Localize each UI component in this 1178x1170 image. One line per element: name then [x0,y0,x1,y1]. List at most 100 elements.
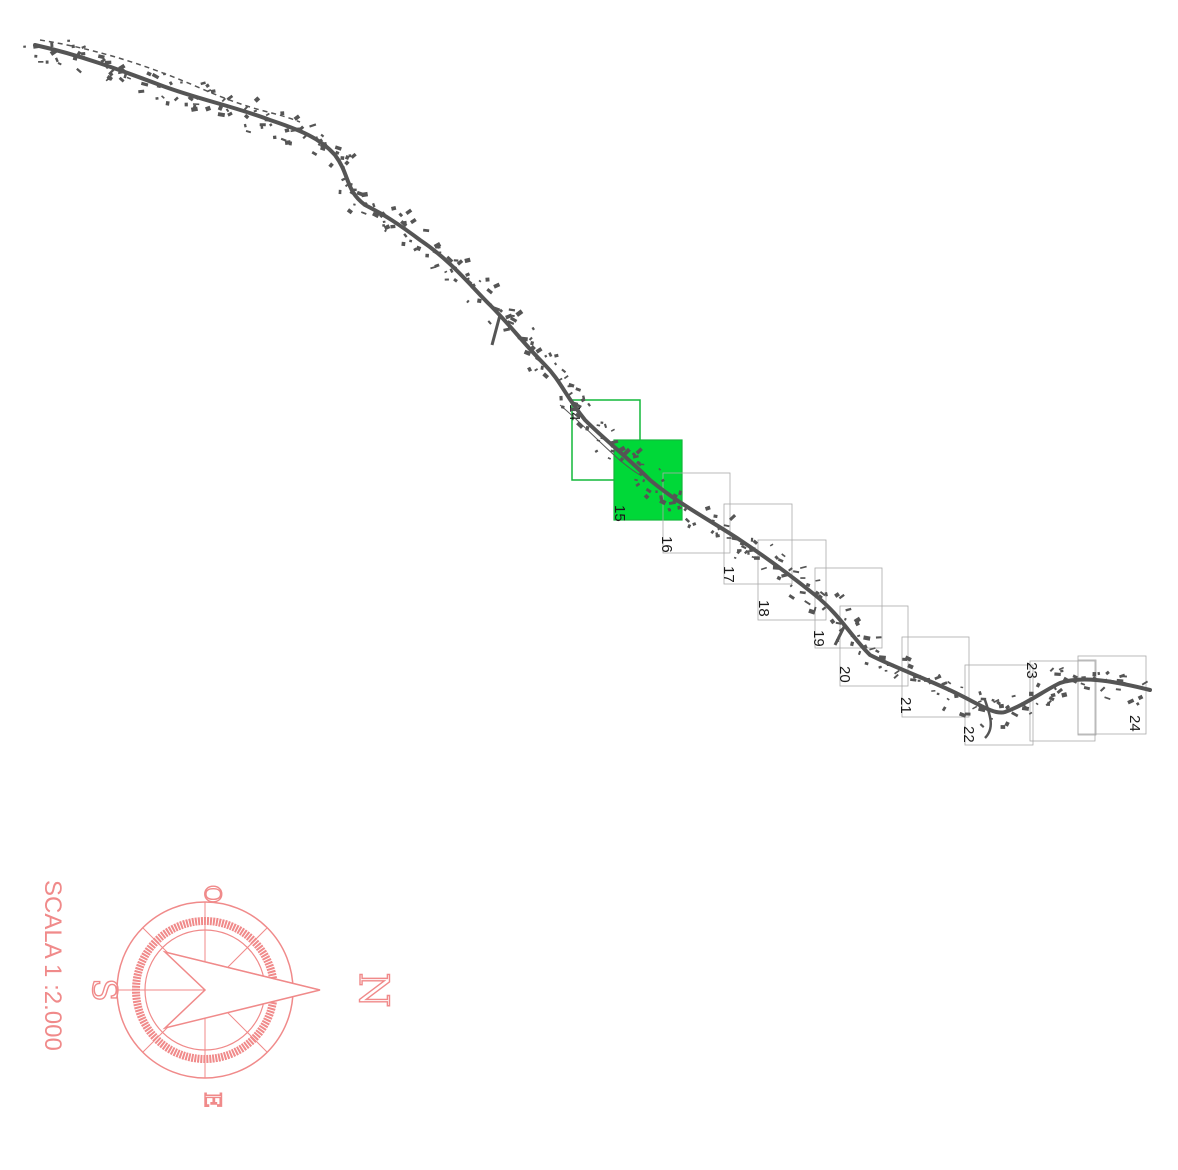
building-fragment [570,408,576,412]
building-fragment [1015,704,1021,709]
building-fragment [527,366,533,373]
building-fragment [161,95,165,99]
building-fragment [516,334,521,340]
building-fragment [750,537,754,542]
building-fragment [344,182,351,188]
building-fragment [571,402,577,407]
building-fragment [253,96,261,103]
building-fragment [1028,711,1033,715]
building-fragment [503,327,511,332]
sheet-frame-18[interactable] [757,539,827,621]
building-fragment [568,382,575,388]
building-fragment [788,567,793,572]
building-fragment [360,211,367,215]
building-fragment [357,191,361,195]
building-fragment [320,133,325,138]
compass-east-label: E [199,1092,224,1108]
building-fragment [834,592,841,598]
building-fragment [660,478,665,483]
building-fragment [610,428,615,432]
building-fragment [610,449,615,453]
sheet-label-19: 19 [810,630,827,647]
building-fragment [576,421,584,429]
building-fragment [544,354,548,358]
building-fragment [819,591,826,597]
building-fragment [151,72,160,80]
building-fragment [893,673,899,679]
building-fragment [658,467,662,471]
building-fragment [245,130,252,134]
building-fragment [173,96,179,102]
building-fragment [511,314,515,318]
building-fragment [119,66,124,70]
building-fragment [838,593,845,600]
building-fragment [280,137,287,142]
building-fragment [817,594,823,600]
building-fragment [760,566,768,571]
building-fragment [492,306,501,312]
building-fragment [710,529,715,535]
building-fragment [205,83,210,88]
side-road [983,699,992,739]
building-fragment [934,674,942,681]
building-fragment [964,712,971,716]
building-fragment [864,661,869,666]
compass-axis [164,951,321,991]
building-fragment [309,123,317,128]
building-fragment [76,67,82,74]
building-fragment [1004,721,1010,727]
building-fragment [838,626,846,632]
building-fragment [1049,667,1055,673]
sheet-frame-21[interactable] [901,636,970,718]
building-fragment [560,405,565,409]
building-fragment [1092,676,1100,683]
building-fragment [521,336,528,342]
building-fragment [390,224,396,229]
building-fragment [168,81,173,86]
sheet-label-16: 16 [658,536,675,553]
building-fragment [1127,698,1135,705]
building-fragment [288,141,293,146]
building-fragment [280,111,285,116]
building-fragment [403,233,408,238]
building-fragment [253,109,258,113]
building-fragment [904,655,912,662]
building-fragment [1072,678,1078,684]
building-fragment [382,224,386,227]
building-fragment [192,104,197,110]
building-fragment [433,241,442,249]
building-fragment [736,549,742,555]
building-fragment [789,584,793,588]
building-fragment [996,700,1002,706]
building-fragment [350,152,357,159]
side-road [490,314,502,346]
building-fragment [200,81,206,86]
building-fragment [799,565,807,569]
building-fragment [515,309,524,317]
building-fragment [1058,666,1065,671]
building-fragment [967,698,971,702]
building-fragment [469,283,476,289]
sheet-label-22: 22 [960,726,977,743]
building-fragment [1056,687,1064,695]
building-fragment [1119,679,1123,683]
building-fragment [857,650,862,656]
building-fragment [927,679,932,685]
building-fragment [886,663,894,667]
building-fragment [76,50,82,56]
building-fragment [821,606,827,611]
sheet-frame-16[interactable] [662,472,731,554]
building-fragment [334,145,342,151]
building-fragment [535,347,543,354]
sheet-frame-22[interactable] [964,664,1034,746]
building-fragment [1047,701,1051,707]
building-fragment [979,723,985,728]
building-fragment [1062,676,1070,684]
building-fragment [227,111,233,117]
sheet-frame-20[interactable] [839,605,909,687]
building-fragment [259,123,266,127]
building-fragment [853,616,862,624]
building-fragment [558,377,563,382]
building-fragment [400,220,408,228]
building-fragment [165,101,170,106]
